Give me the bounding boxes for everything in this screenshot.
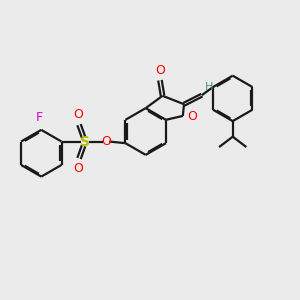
Text: H: H	[205, 82, 214, 92]
Text: O: O	[155, 64, 165, 77]
Text: F: F	[35, 111, 43, 124]
Text: O: O	[101, 135, 111, 148]
Text: O: O	[187, 110, 197, 123]
Text: O: O	[74, 108, 83, 121]
Text: O: O	[74, 162, 83, 175]
Text: S: S	[80, 135, 90, 148]
